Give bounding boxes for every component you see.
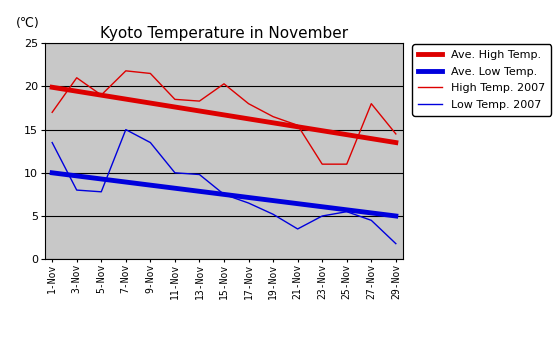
Title: Kyoto Temperature in November: Kyoto Temperature in November <box>100 26 348 41</box>
Legend: Ave. High Temp., Ave. Low Temp., High Temp. 2007, Low Temp. 2007: Ave. High Temp., Ave. Low Temp., High Te… <box>412 44 551 116</box>
Text: (℃): (℃) <box>16 17 40 30</box>
